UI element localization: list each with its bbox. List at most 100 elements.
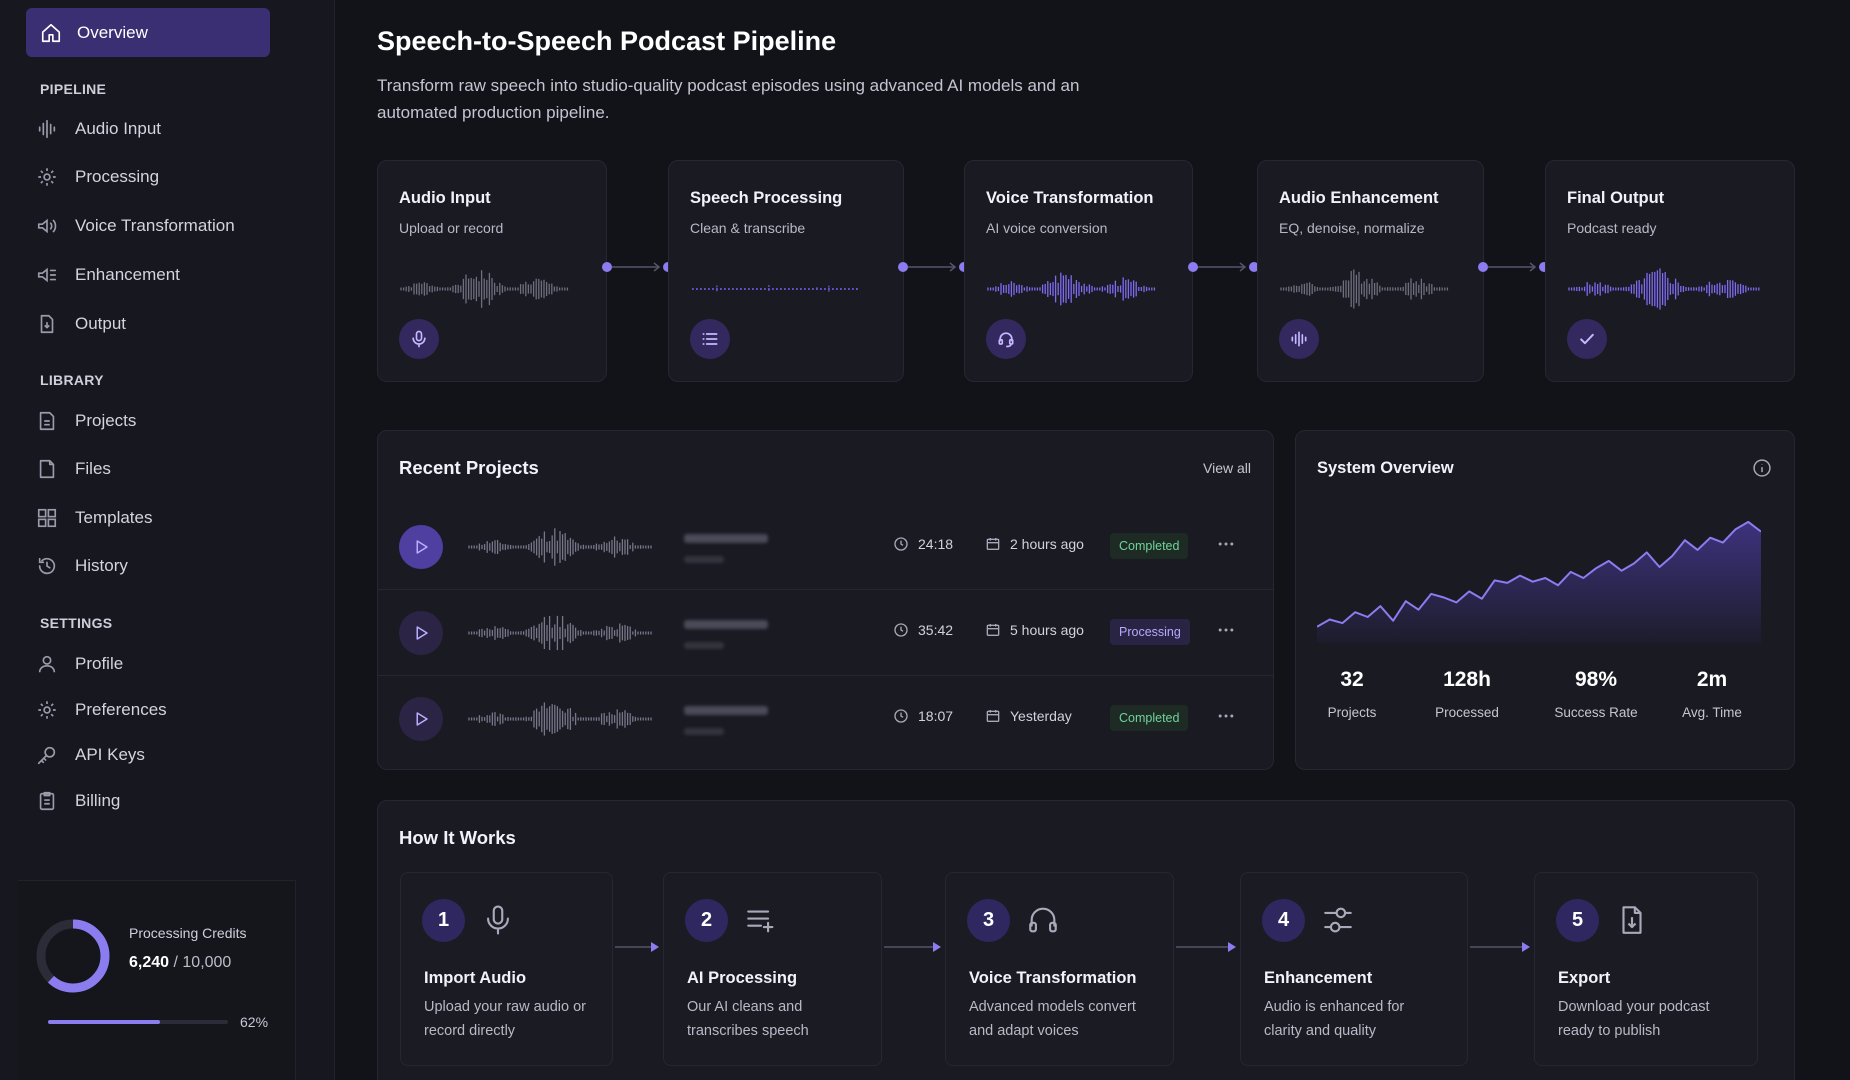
export-file-icon	[1615, 903, 1649, 937]
section-label-pipeline: PIPELINE	[40, 81, 107, 97]
project-meta-redacted	[684, 642, 724, 649]
stage-title: Voice Transformation	[986, 189, 1154, 207]
stage-audio-input[interactable]: Audio Input Upload or record	[377, 160, 607, 382]
clock-icon	[893, 536, 909, 552]
wave-dot	[820, 288, 822, 290]
view-all-link[interactable]: View all	[1203, 460, 1251, 476]
document-icon	[36, 410, 58, 432]
play-button[interactable]	[399, 611, 443, 655]
gear-icon	[36, 699, 58, 721]
table-row[interactable]: 18:07 Yesterday Completed	[378, 676, 1273, 762]
check-icon[interactable]	[1567, 319, 1607, 359]
sidebar-item-label: Output	[75, 314, 127, 333]
stage-speech-processing[interactable]: Speech Processing Clean & transcribe	[668, 160, 904, 382]
stat-value: 128h	[1443, 668, 1491, 691]
sidebar-item-label: History	[75, 556, 128, 575]
wave-dot	[840, 288, 842, 290]
sidebar-item-enhancement[interactable]: Enhancement	[36, 258, 180, 292]
sidebar-item-history[interactable]: History	[36, 549, 128, 583]
sliders-icon	[1321, 903, 1355, 937]
sidebar-item-api-keys[interactable]: API Keys	[36, 738, 145, 772]
calendar-icon	[985, 622, 1001, 638]
stage-subtitle: Podcast ready	[1567, 220, 1657, 236]
sidebar-item-profile[interactable]: Profile	[36, 647, 123, 681]
waveform-icon[interactable]	[1279, 319, 1319, 359]
stage-waveform	[987, 272, 1156, 306]
headset-icon[interactable]	[986, 319, 1026, 359]
wave-dot	[848, 288, 850, 290]
step-arrow	[884, 942, 941, 952]
play-button[interactable]	[399, 697, 443, 741]
trend-line	[1317, 520, 1761, 628]
file-icon	[36, 458, 58, 480]
project-name-redacted	[684, 620, 768, 629]
step-number: 1	[422, 899, 465, 942]
more-options-icon[interactable]	[1216, 620, 1236, 640]
sidebar-item-label: Profile	[75, 654, 124, 673]
project-meta-redacted	[684, 728, 724, 735]
history-icon	[36, 555, 58, 577]
sidebar-item-preferences[interactable]: Preferences	[36, 693, 167, 727]
wave-dot	[716, 288, 718, 290]
stat-label: Avg. Time	[1682, 705, 1742, 720]
stage-voice-transformation[interactable]: Voice Transformation AI voice conversion	[964, 160, 1193, 382]
duration-text: 18:07	[918, 708, 954, 724]
stage-final-output[interactable]: Final Output Podcast ready	[1545, 160, 1795, 382]
step-arrow	[615, 942, 659, 952]
credits-percent: 62%	[240, 1014, 269, 1030]
wave-dot	[708, 288, 710, 290]
info-icon[interactable]	[1752, 458, 1772, 478]
stage-title: Audio Input	[399, 189, 491, 207]
wave-dot	[776, 288, 778, 290]
more-options-icon[interactable]	[1216, 534, 1236, 554]
step-import-audio: 1 Import Audio Upload your raw audio or …	[400, 872, 613, 1066]
step-export: 5 Export Download your podcast ready to …	[1534, 872, 1758, 1066]
stage-waveform	[1568, 268, 1760, 310]
wave-dot	[760, 288, 762, 290]
more-options-icon[interactable]	[1216, 706, 1236, 726]
stage-connector	[602, 262, 673, 272]
wave-dot	[728, 288, 730, 290]
table-row[interactable]: 35:42 5 hours ago Processing	[378, 590, 1273, 676]
microphone-icon[interactable]	[399, 319, 439, 359]
project-date: Yesterday	[985, 708, 1072, 724]
project-meta-redacted	[684, 556, 724, 563]
sidebar-item-voice-transformation[interactable]: Voice Transformation	[36, 209, 235, 243]
stat-value: 32	[1340, 668, 1364, 691]
wave-dot	[808, 288, 810, 290]
sidebar-item-projects[interactable]: Projects	[36, 404, 136, 438]
step-title: Import Audio	[424, 969, 527, 987]
headphones-icon	[1026, 903, 1060, 937]
sidebar-item-files[interactable]: Files	[36, 452, 111, 486]
stat-projects: 32 Projects	[1297, 668, 1407, 720]
grid-icon	[36, 507, 58, 529]
sidebar-item-templates[interactable]: Templates	[36, 501, 152, 535]
page-title: Speech-to-Speech Podcast Pipeline	[377, 26, 837, 56]
wave-dot	[720, 288, 722, 290]
project-name-redacted	[684, 706, 768, 715]
step-number: 3	[967, 899, 1010, 942]
status-badge: Completed	[1110, 705, 1189, 731]
play-button[interactable]	[399, 525, 443, 569]
table-row[interactable]: 24:18 2 hours ago Completed	[378, 504, 1273, 590]
panel-title: System Overview	[1317, 459, 1454, 477]
wave-dot	[740, 288, 742, 290]
wave-dot	[784, 288, 786, 290]
stat-label: Processed	[1435, 705, 1499, 720]
stage-waveform	[1280, 269, 1449, 309]
stage-audio-enhancement[interactable]: Audio Enhancement EQ, denoise, normalize	[1257, 160, 1484, 382]
step-description: Audio is enhanced for clarity and qualit…	[1264, 999, 1405, 1039]
sidebar-item-processing[interactable]: Processing	[36, 160, 159, 194]
sidebar-item-audio-input[interactable]: Audio Input	[36, 112, 161, 146]
sidebar-item-overview[interactable]: Overview	[26, 8, 270, 57]
list-icon[interactable]	[690, 319, 730, 359]
calendar-icon	[985, 536, 1001, 552]
sidebar-item-billing[interactable]: Billing	[36, 784, 120, 818]
sidebar-item-output[interactable]: Output	[36, 307, 126, 341]
credits-ring	[36, 919, 110, 993]
duration-text: 24:18	[918, 536, 954, 552]
step-description: Download your podcast ready to publish	[1558, 999, 1710, 1039]
sidebar-item-label: Processing	[75, 167, 160, 186]
step-number: 5	[1556, 899, 1599, 942]
step-description: Our AI cleans and transcribes speech	[687, 999, 809, 1039]
